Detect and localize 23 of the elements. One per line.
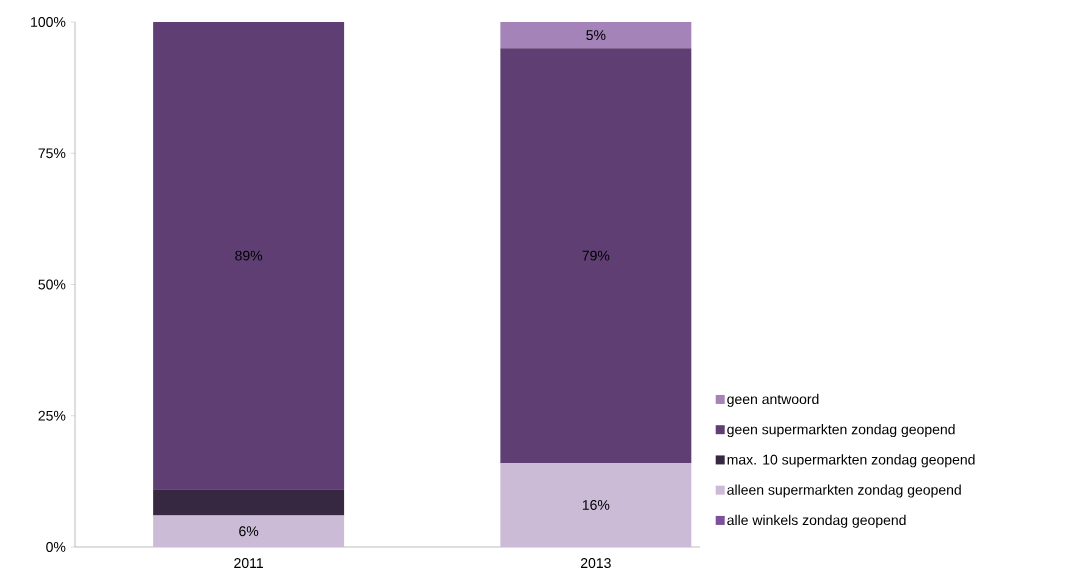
bar xyxy=(153,515,345,547)
x-tick-label: 2011 xyxy=(234,558,263,569)
x-tick-label: 2013 xyxy=(580,558,611,569)
y-tick-label: 0% xyxy=(46,542,66,552)
legend-label: geen supermarkten zondag geopend xyxy=(727,424,955,438)
legend-label: alle winkels zondag geopend xyxy=(727,514,906,528)
y-tick-label: 75% xyxy=(38,148,66,159)
y-tick-label: 50% xyxy=(38,279,66,290)
data-label: 5% xyxy=(586,30,606,41)
bar xyxy=(500,48,692,463)
y-tick-label: 100% xyxy=(31,17,66,27)
legend-label: alleen supermarkten zondag geopend xyxy=(727,484,961,498)
legend-label: max. 10 supermarkten zondag geopend xyxy=(727,454,975,468)
bar xyxy=(153,489,345,516)
data-label: 89% xyxy=(235,250,263,261)
data-label: 16% xyxy=(582,500,610,510)
bar xyxy=(500,462,692,547)
bar xyxy=(153,21,345,490)
data-label: 6% xyxy=(239,526,259,537)
data-label: 79% xyxy=(582,250,610,261)
legend-label: geen antwoord xyxy=(727,393,819,407)
bar xyxy=(500,21,692,49)
y-tick-label: 25% xyxy=(38,410,66,421)
